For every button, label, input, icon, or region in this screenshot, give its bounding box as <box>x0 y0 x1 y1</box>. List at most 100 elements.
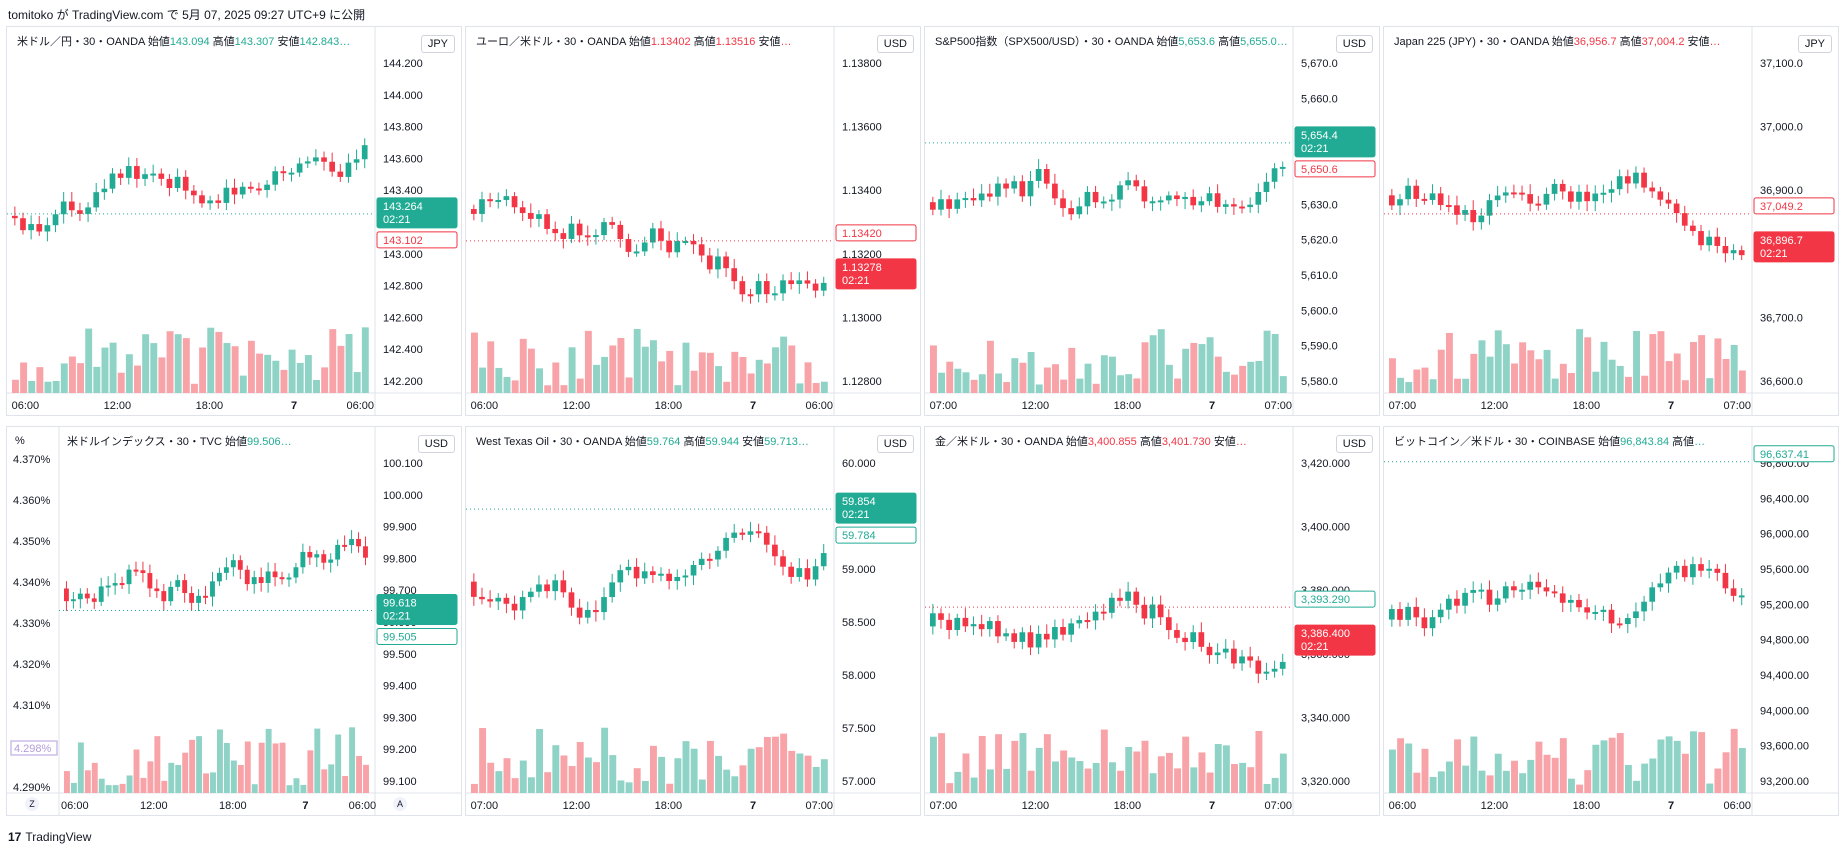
series-legend[interactable]: 米ドルインデックス・30・TVC 始値99.506… <box>65 433 294 449</box>
candle-body <box>1600 192 1607 195</box>
candle-body <box>658 573 664 576</box>
candle-body <box>986 621 993 630</box>
candle-body <box>1027 180 1034 197</box>
volume-bar <box>1043 734 1051 793</box>
candle-body <box>804 280 811 284</box>
candle-body <box>1100 611 1107 614</box>
chart-panel-eurusd[interactable]: 1.13800 1.13600 1.13400 1.13200 1.13000 1.128… <box>465 26 921 416</box>
candle-body <box>174 176 181 189</box>
currency-selector[interactable]: USD <box>1335 35 1373 53</box>
series-legend[interactable]: S&P500指数（SPX500/USD）・30・OANDA 始値5,653.6 … <box>933 33 1290 49</box>
candle-body <box>244 569 250 585</box>
candle-body <box>1003 183 1009 189</box>
volume-bar <box>1263 783 1271 793</box>
candle-body <box>1043 633 1050 640</box>
legend-high-value: 1.13516 <box>715 36 759 48</box>
currency-selector[interactable]: USD <box>417 435 455 453</box>
series-legend[interactable]: 金／米ドル・30・OANDA 始値3,400.855 高値3,401.730 安… <box>933 433 1249 449</box>
chart-panel-gold[interactable]: 3,420.0003,400.0003,380.0003,360.0003,34… <box>924 426 1380 816</box>
currency-selector[interactable]: USD <box>876 435 914 453</box>
volume-bar <box>247 340 255 393</box>
volume-bar <box>1206 772 1214 793</box>
volume-bar <box>133 749 140 793</box>
volume-bar <box>203 773 210 793</box>
percent-tag: 4.298% <box>10 740 58 756</box>
series-legend[interactable]: 米ドル／円・30・OANDA 始値143.094 高値143.307 安値142… <box>15 33 353 49</box>
scale-button-left[interactable]: Z <box>25 797 39 811</box>
chart-panel-usdjpy[interactable]: 144.200144.000143.800143.600143.400143.2… <box>6 26 462 416</box>
candle-body <box>1641 601 1647 612</box>
volume-bar <box>231 346 239 393</box>
price-tag-value: 3,386.400 <box>1301 628 1350 640</box>
volume-bar <box>938 372 946 393</box>
volume-bar <box>210 772 216 793</box>
volume-bar <box>85 328 93 393</box>
series-legend[interactable]: Japan 225 (JPY)・30・OANDA 始値36,956.7 高値37… <box>1392 33 1723 49</box>
chart-canvas[interactable]: 60.00059.50059.00058.50058.00057.50057.0… <box>466 427 921 816</box>
series-legend[interactable]: ビットコイン／米ドル・30・COINBASE 始値96,843.84 高値… <box>1392 433 1708 449</box>
chart-canvas[interactable]: 37,100.037,000.036,900.036,800.036,700.0… <box>1384 27 1839 416</box>
chart-canvas[interactable]: 96,800.0096,400.0096,000.0095,600.0095,2… <box>1384 427 1839 816</box>
chart-panel-btc[interactable]: 96,800.00 96,400.00 96,000.00 95,600.00 95,2… <box>1383 426 1839 816</box>
percent-tick-label: 4.350% <box>13 536 51 548</box>
chart-canvas[interactable]: 5,670.05,660.05,650.05,640.05,630.05,620… <box>925 27 1380 416</box>
volume-bar <box>1076 378 1084 393</box>
volume-bar <box>93 366 101 393</box>
candle-body <box>536 214 542 219</box>
candle-body <box>1231 648 1237 664</box>
candle-body <box>471 209 477 214</box>
candle-body <box>568 223 575 239</box>
footer-brand[interactable]: TradingView <box>25 830 92 844</box>
volume-bar <box>1706 783 1714 793</box>
chart-canvas[interactable]: 100.100100.00099.90099.80099.70099.60099… <box>7 427 462 816</box>
legend-open-label: 始値 <box>147 36 170 48</box>
candle-body <box>1255 191 1262 205</box>
volume-bar <box>307 750 314 793</box>
volume-bar <box>1043 367 1051 393</box>
volume-bar <box>296 362 304 393</box>
chart-panel-dxy[interactable]: 100.100100.00099.90099.80099.70099.60099… <box>6 426 462 816</box>
chart-panel-spx[interactable]: 5,670.05,660.05,650.05,640.05,630.05,620… <box>924 26 1380 416</box>
currency-selector[interactable]: USD <box>1335 435 1373 453</box>
candle-body <box>1198 201 1205 206</box>
volume-bar <box>1576 329 1584 393</box>
volume-bar <box>1437 771 1445 793</box>
chart-panel-jp225[interactable]: 37,100.037,000.036,900.036,800.036,700.0… <box>1383 26 1839 416</box>
chart-canvas[interactable]: 1.13800 1.13600 1.13400 1.13200 1.13000 1.128… <box>466 27 921 416</box>
series-legend[interactable]: West Texas Oil・30・OANDA 始値59.764 高値59.94… <box>474 433 811 449</box>
chart-panel-wti[interactable]: 60.00059.50059.00058.50058.00057.50057.0… <box>465 426 921 816</box>
candle-body <box>293 567 299 578</box>
chart-canvas[interactable]: 144.200144.000143.800143.600143.400143.2… <box>7 27 462 416</box>
legend-open-label: 始値 <box>628 36 651 48</box>
volume-bar <box>1730 344 1738 393</box>
volume-bar <box>279 742 286 793</box>
candle-body <box>1035 633 1042 648</box>
candle-body <box>1502 192 1509 196</box>
price-tick-label: 95,200.00 <box>1760 599 1809 611</box>
legend-high-label: 高値 <box>1218 36 1241 48</box>
candle-body <box>1543 587 1550 592</box>
percent-tick-label: 4.310% <box>13 700 51 712</box>
auto-scale-button[interactable]: A <box>393 797 407 811</box>
volume-bar <box>576 742 584 793</box>
volume-bar <box>584 757 592 793</box>
price-tag-box <box>1294 126 1376 158</box>
chart-canvas[interactable]: 3,420.0003,400.0003,380.0003,360.0003,34… <box>925 427 1380 816</box>
candle-body <box>471 581 477 597</box>
time-tick-label: 7 <box>291 400 297 412</box>
currency-selector[interactable]: JPY <box>1797 35 1832 53</box>
price-tag-value: 1.13420 <box>842 228 882 240</box>
volume-bar <box>1600 740 1608 793</box>
price-tick-label: 142.600 <box>383 312 423 324</box>
candle-body <box>237 560 243 570</box>
currency-selector[interactable]: USD <box>876 35 914 53</box>
volume-bar <box>230 760 237 793</box>
candle-body <box>1641 172 1647 188</box>
volume-bar <box>1239 365 1247 393</box>
volume-bar <box>117 372 125 393</box>
series-legend[interactable]: ユーロ／米ドル・30・OANDA 始値1.13402 高値1.13516 安値… <box>474 33 794 49</box>
currency-selector[interactable]: JPY <box>420 35 455 53</box>
time-tick-label: 06:00 <box>61 800 89 812</box>
candle-body <box>674 241 681 253</box>
